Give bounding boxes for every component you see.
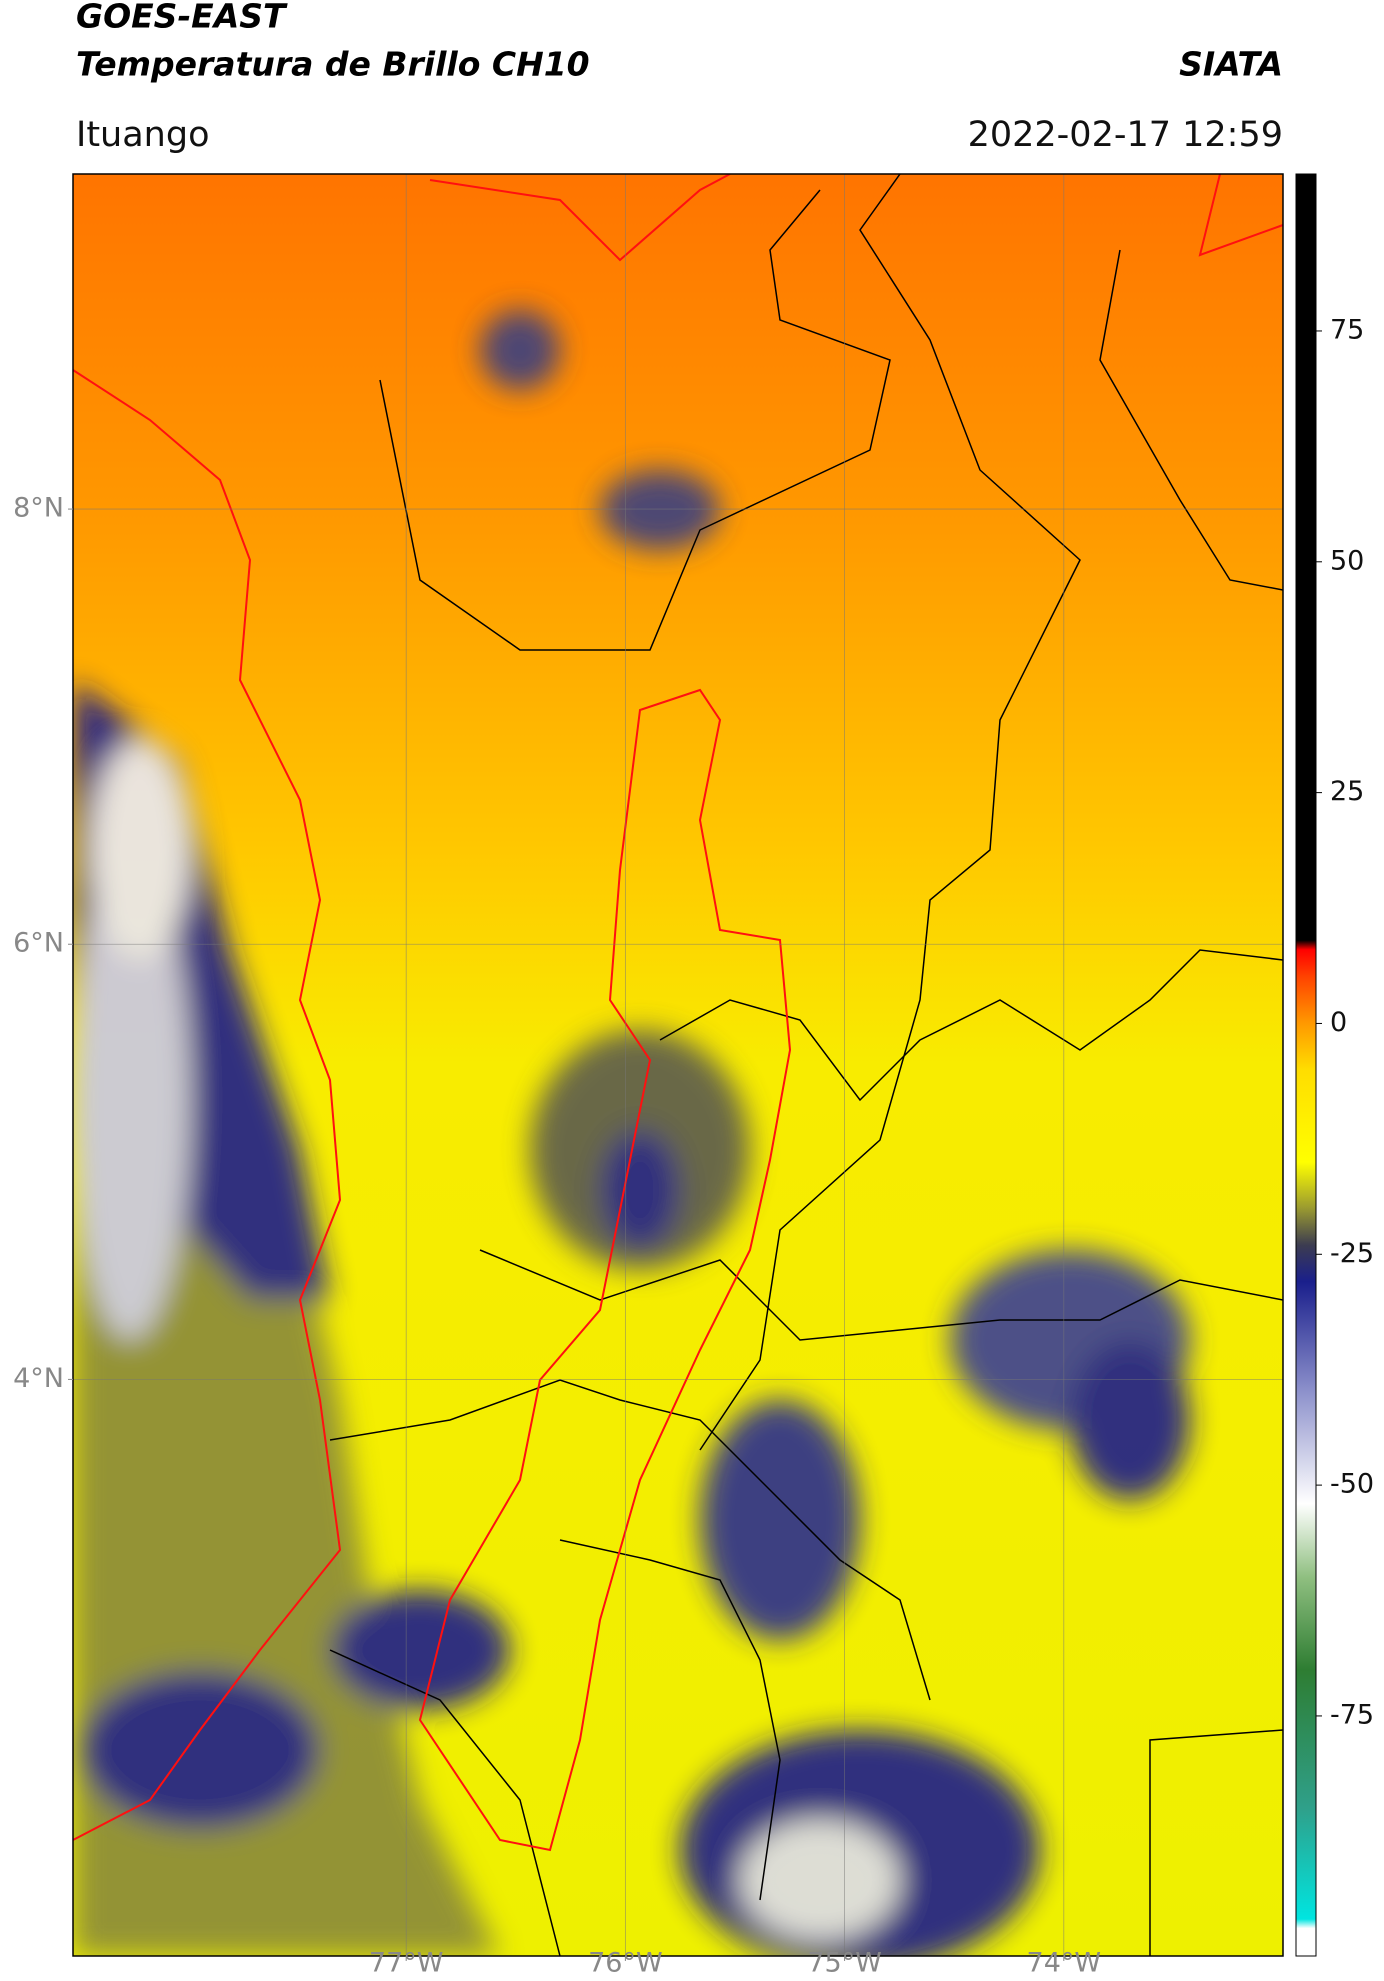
grid bbox=[73, 174, 1283, 1956]
x-tick-label: 76°W bbox=[588, 1948, 663, 1979]
map-frame bbox=[72, 173, 1284, 1957]
y-tick-label: 6°N bbox=[13, 928, 64, 959]
x-tick-label: 77°W bbox=[369, 1948, 444, 1979]
colorbar-tick-label: 50 bbox=[1330, 545, 1364, 576]
colorbar-tick-label: -50 bbox=[1330, 1469, 1374, 1500]
map-image bbox=[73, 174, 1283, 1956]
colorbar-tick-label: 25 bbox=[1330, 776, 1364, 807]
subtitle: Temperatura de Brillo CH10 bbox=[76, 45, 590, 84]
title: GOES-EAST bbox=[76, 0, 288, 36]
colorbar-tick-label: 75 bbox=[1330, 314, 1364, 345]
colorbar-tick-label: 0 bbox=[1330, 1007, 1347, 1038]
x-tick-label: 75°W bbox=[807, 1948, 882, 1979]
datetime: 2022-02-17 12:59 bbox=[968, 115, 1283, 155]
y-tick-label: 8°N bbox=[13, 493, 64, 524]
x-tick-label: 74°W bbox=[1027, 1948, 1102, 1979]
y-tick-label: 4°N bbox=[13, 1363, 64, 1394]
colorbar-tick-label: -75 bbox=[1330, 1699, 1374, 1730]
colorbar-tick-label: -25 bbox=[1330, 1238, 1374, 1269]
source: SIATA bbox=[1179, 45, 1283, 84]
location: Ituango bbox=[76, 115, 210, 155]
colorbar bbox=[1295, 173, 1317, 1957]
